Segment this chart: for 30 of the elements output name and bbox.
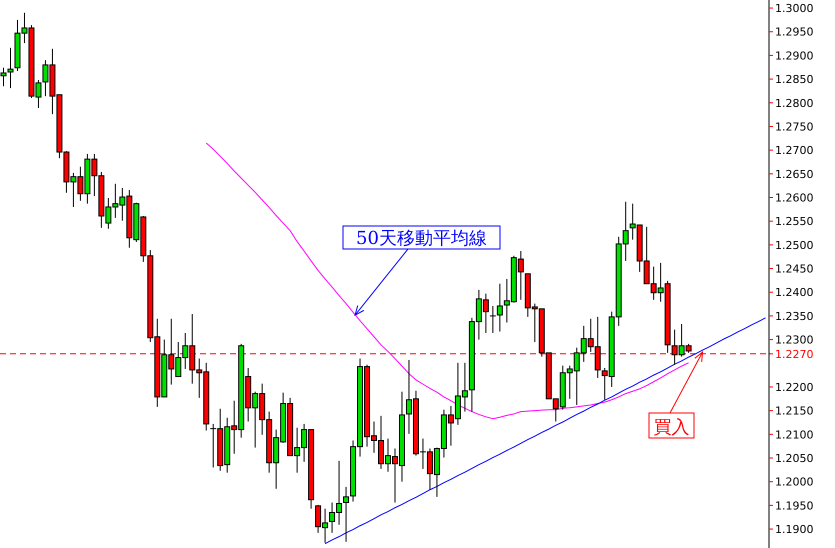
y-tick-label: 1.2150 — [775, 404, 814, 418]
candlestick — [7, 47, 14, 89]
y-tick-label: 1.2300 — [775, 334, 814, 347]
ref-line-label: 1.2270 — [775, 348, 814, 361]
y-tick-label: 1.2650 — [775, 168, 814, 181]
annotation: 50天移動平均線 — [356, 228, 487, 249]
y-tick-label: 1.2850 — [775, 73, 814, 86]
y-tick-label: 1.2600 — [775, 192, 814, 205]
y-tick-label: 1.2200 — [775, 380, 814, 394]
y-tick-label: 1.2000 — [775, 476, 814, 489]
y-tick-label: 1.2350 — [775, 310, 814, 323]
y-tick-label: 1.2500 — [775, 238, 814, 252]
y-tick-label: 1.2550 — [775, 215, 814, 228]
y-tick-label: 1.1950 — [775, 499, 814, 512]
y-tick-label: 1.1900 — [775, 523, 814, 536]
candlestick — [0, 67, 6, 87]
annotation: 買入 — [654, 417, 690, 438]
y-tick-label: 1.2700 — [775, 144, 814, 158]
y-tick-label: 1.2450 — [775, 262, 814, 276]
y-tick-label: 1.2900 — [775, 49, 814, 62]
y-tick-label: 1.2800 — [775, 96, 814, 110]
candlestick — [343, 486, 350, 542]
candlestick — [489, 305, 496, 334]
y-tick-label: 1.3000 — [775, 2, 814, 16]
y-tick-label: 1.2400 — [775, 286, 814, 300]
candlestick — [496, 283, 503, 332]
y-tick-label: 1.2100 — [775, 428, 814, 442]
y-tick-label: 1.2050 — [775, 452, 814, 466]
y-tick-label: 1.2950 — [775, 26, 814, 39]
y-tick-label: 1.2750 — [775, 120, 814, 134]
